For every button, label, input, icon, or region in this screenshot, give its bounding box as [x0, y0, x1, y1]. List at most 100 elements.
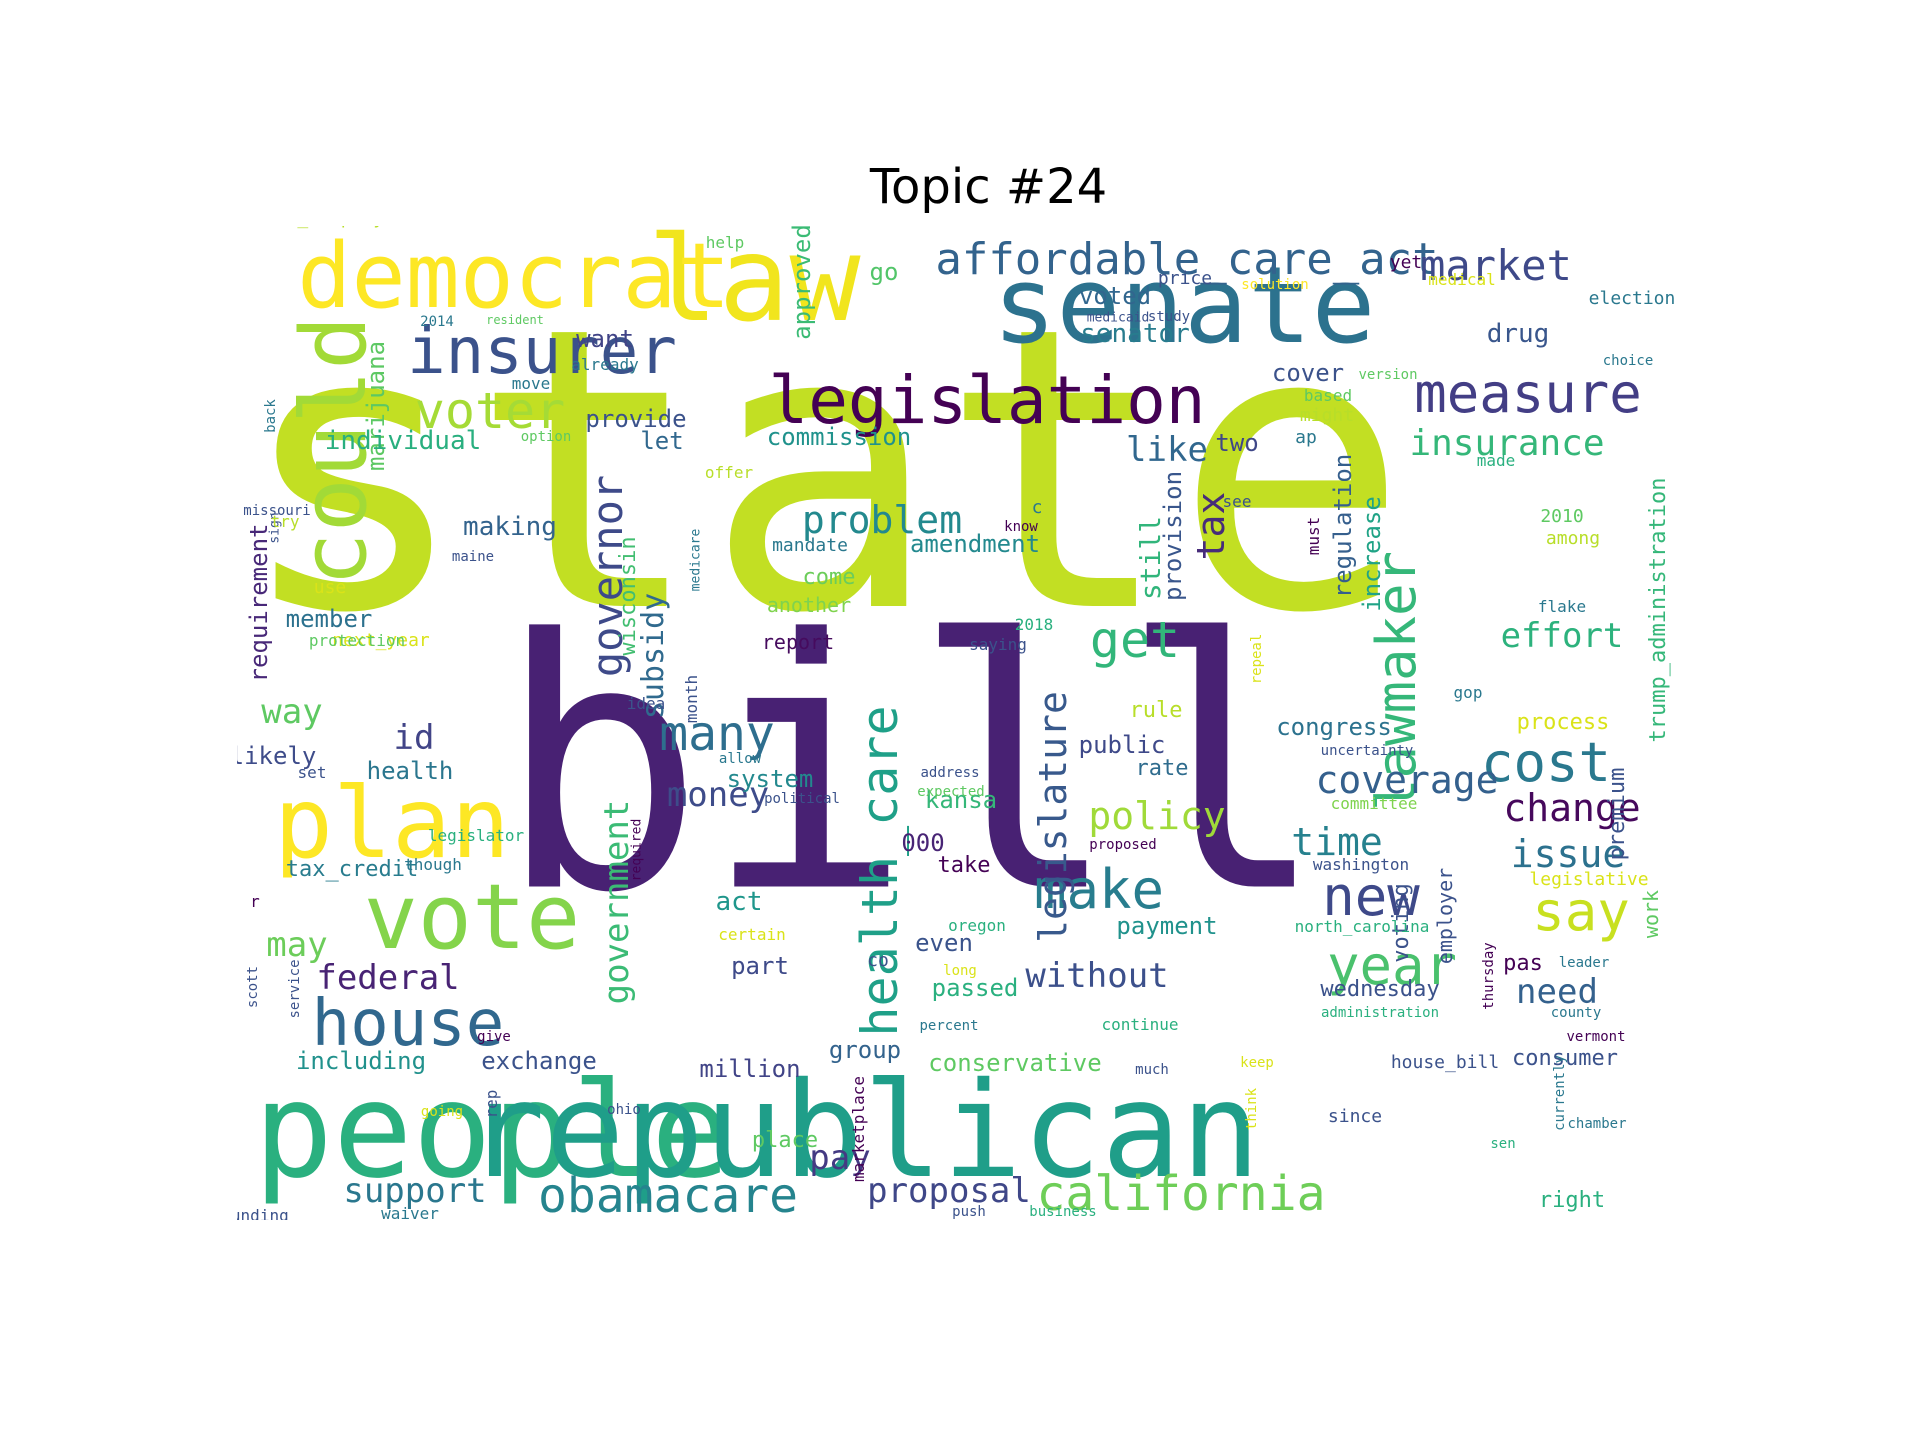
word: voted — [1078, 282, 1152, 310]
word: study — [1147, 309, 1191, 325]
word: part — [731, 952, 789, 980]
word: medical — [1428, 270, 1496, 289]
word: requirement — [245, 523, 273, 683]
word: including — [295, 1047, 427, 1075]
word: likely — [237, 742, 317, 770]
word: tax_credit — [285, 857, 419, 882]
word: going — [420, 1104, 464, 1120]
word: state — [237, 244, 1409, 698]
word: increase — [1358, 496, 1386, 612]
word: individual — [324, 426, 482, 456]
word: support — [343, 1171, 487, 1211]
word: thursday — [1481, 942, 1497, 1010]
word: legislator — [427, 826, 525, 845]
word: choice — [1602, 353, 1654, 369]
word: try — [270, 512, 300, 531]
word: rate — [1135, 756, 1189, 781]
word: 000 — [901, 829, 945, 857]
word: idea — [626, 694, 666, 713]
word: making — [463, 512, 557, 542]
word: right — [1538, 1188, 1606, 1213]
word: may — [266, 925, 328, 965]
word: back — [263, 399, 279, 433]
word: come — [802, 565, 856, 590]
word: amendment — [909, 530, 1041, 558]
word: repeal — [1249, 633, 1265, 685]
word: vote — [363, 865, 581, 970]
word: legislative — [1529, 869, 1649, 890]
word: expected — [917, 784, 985, 800]
word: administration — [1320, 1005, 1440, 1021]
word: id — [393, 718, 435, 758]
word: 2014 — [420, 314, 454, 330]
word: vermont — [1566, 1029, 1626, 1045]
word: option — [520, 429, 572, 445]
word: flake — [1537, 597, 1587, 616]
word: political — [764, 791, 840, 807]
word: premium — [1605, 767, 1630, 861]
word: consumer — [1512, 1046, 1618, 1071]
word: solution — [1241, 277, 1309, 293]
word: public — [1078, 731, 1166, 759]
word: 2010 — [1540, 506, 1584, 527]
word: funding — [237, 1206, 289, 1221]
word: sen — [1490, 1136, 1516, 1152]
word: want — [576, 325, 634, 353]
word: house_bill — [1390, 1052, 1500, 1073]
word: wisconsin — [616, 536, 641, 656]
word: way — [261, 692, 323, 732]
word: legislature — [1031, 691, 1075, 943]
word: rule — [1129, 698, 1183, 723]
word: cost — [1480, 731, 1612, 794]
word: change — [1503, 786, 1641, 830]
word: marketplace — [849, 1076, 868, 1182]
word: money — [666, 775, 770, 815]
word: take — [937, 853, 991, 878]
word: go — [869, 258, 899, 286]
word: act — [715, 887, 763, 917]
word: co — [867, 950, 889, 971]
word: problem — [801, 498, 963, 542]
word: address — [920, 765, 980, 781]
word: people — [253, 1054, 731, 1208]
word: law — [647, 226, 861, 348]
word: insurance — [1409, 423, 1605, 464]
word: federal — [316, 958, 460, 998]
word: wednesday — [1320, 977, 1440, 1002]
word: medicare — [688, 528, 704, 592]
word: required — [629, 818, 645, 882]
word: next_year — [332, 630, 430, 651]
word: mandate — [772, 535, 848, 556]
word: long — [943, 963, 977, 979]
word: conservative — [928, 1049, 1102, 1077]
word: cover — [1271, 359, 1345, 387]
word: yet — [1389, 252, 1423, 273]
word: employer — [1433, 867, 1457, 965]
word: missouri — [243, 503, 311, 519]
word: see — [1222, 492, 1252, 511]
word: already — [571, 355, 639, 374]
chart-title: Topic #24 — [869, 159, 1108, 215]
word: pay — [809, 1138, 871, 1178]
word: give — [477, 1029, 511, 1045]
word: commission — [766, 423, 912, 451]
word: scott — [245, 965, 261, 1009]
word: make — [1033, 858, 1165, 921]
word: currently — [1552, 1055, 1568, 1131]
word: though — [404, 855, 462, 874]
word: since — [1327, 1106, 1383, 1127]
word: effort — [1500, 616, 1624, 656]
word: insurance_company — [237, 226, 384, 228]
word: washington — [1312, 855, 1410, 874]
word: house — [311, 987, 505, 1061]
word: ap — [1295, 427, 1317, 448]
word-cloud: state bill people republican law senate … — [237, 226, 1728, 1220]
word: california — [1036, 1166, 1326, 1220]
word: senate — [992, 244, 1376, 367]
word: protection — [308, 631, 406, 650]
word: legislation — [768, 362, 1206, 439]
word: election — [1588, 288, 1676, 309]
word: offer — [704, 463, 754, 482]
word: another — [766, 593, 852, 617]
word: coverage — [1315, 758, 1499, 802]
